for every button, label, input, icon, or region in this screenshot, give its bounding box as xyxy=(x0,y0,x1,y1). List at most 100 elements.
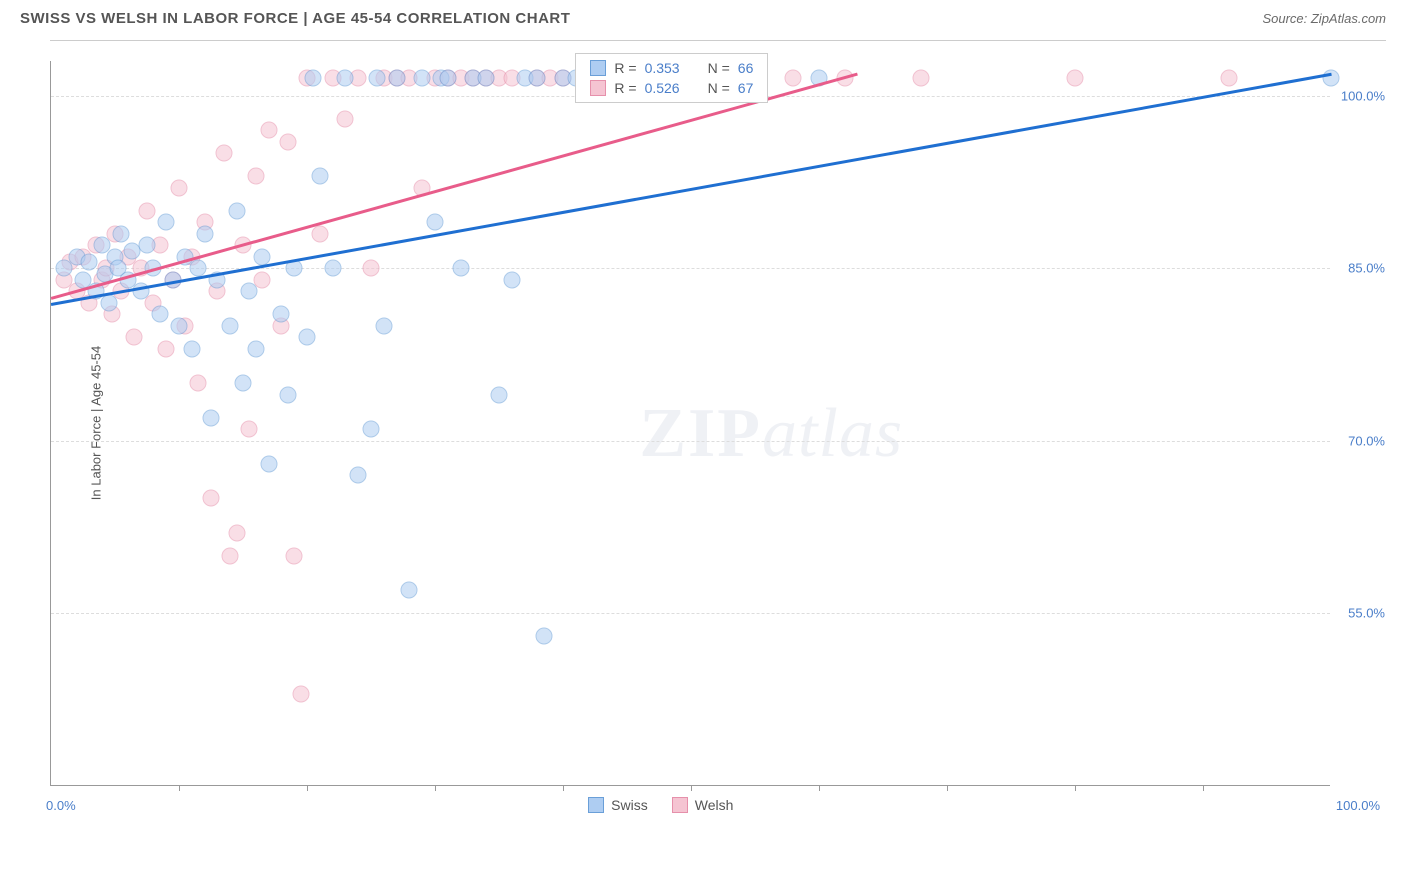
scatter-point-swiss xyxy=(222,317,239,334)
x-tick xyxy=(819,785,820,791)
scatter-point-swiss xyxy=(254,248,271,265)
scatter-point-welsh xyxy=(158,340,175,357)
x-tick xyxy=(1075,785,1076,791)
scatter-point-welsh xyxy=(228,524,245,541)
scatter-point-swiss xyxy=(324,260,341,277)
scatter-point-welsh xyxy=(1067,70,1084,87)
n-label: N = xyxy=(708,60,730,76)
scatter-point-swiss xyxy=(350,467,367,484)
scatter-point-swiss xyxy=(478,70,495,87)
scatter-point-swiss xyxy=(100,294,117,311)
x-tick-label: 0.0% xyxy=(46,798,76,813)
legend-label: Swiss xyxy=(611,797,648,813)
scatter-point-swiss xyxy=(279,386,296,403)
legend-swatch xyxy=(588,797,604,813)
scatter-point-swiss xyxy=(1323,70,1340,87)
scatter-point-swiss xyxy=(260,455,277,472)
x-tick xyxy=(307,785,308,791)
scatter-point-swiss xyxy=(151,306,168,323)
scatter-point-swiss xyxy=(491,386,508,403)
scatter-point-welsh xyxy=(222,547,239,564)
scatter-point-swiss xyxy=(196,225,213,242)
scatter-point-welsh xyxy=(247,168,264,185)
legend-row-welsh: R = 0.526N = 67 xyxy=(576,78,767,98)
scatter-point-swiss xyxy=(273,306,290,323)
n-value: 67 xyxy=(738,80,754,96)
x-tick xyxy=(563,785,564,791)
scatter-point-swiss xyxy=(305,70,322,87)
scatter-point-swiss xyxy=(247,340,264,357)
legend-item-swiss: Swiss xyxy=(588,797,648,813)
correlation-legend: R = 0.353 N = 66R = 0.526 N = 67 xyxy=(575,53,768,103)
y-tick-label: 85.0% xyxy=(1348,261,1385,276)
n-label: N = xyxy=(708,80,730,96)
scatter-point-swiss xyxy=(113,225,130,242)
scatter-point-swiss xyxy=(228,202,245,219)
scatter-point-swiss xyxy=(414,70,431,87)
scatter-point-swiss xyxy=(190,260,207,277)
series-legend: Swiss Welsh xyxy=(588,797,733,813)
scatter-point-welsh xyxy=(190,375,207,392)
r-value: 0.353 xyxy=(645,60,680,76)
legend-row-swiss: R = 0.353 N = 66 xyxy=(576,58,767,78)
scatter-point-swiss xyxy=(535,628,552,645)
x-tick xyxy=(947,785,948,791)
scatter-point-welsh xyxy=(913,70,930,87)
legend-item-welsh: Welsh xyxy=(672,797,734,813)
scatter-point-welsh xyxy=(126,329,143,346)
scatter-point-welsh xyxy=(337,110,354,127)
scatter-point-welsh xyxy=(1220,70,1237,87)
scatter-point-swiss xyxy=(363,421,380,438)
gridline xyxy=(51,441,1330,442)
x-tick xyxy=(179,785,180,791)
y-tick-label: 100.0% xyxy=(1341,88,1385,103)
scatter-point-swiss xyxy=(139,237,156,254)
scatter-point-swiss xyxy=(369,70,386,87)
y-axis-label: In Labor Force | Age 45-54 xyxy=(89,346,104,500)
scatter-point-swiss xyxy=(158,214,175,231)
scatter-point-swiss xyxy=(241,283,258,300)
scatter-point-swiss xyxy=(439,70,456,87)
scatter-point-welsh xyxy=(203,490,220,507)
x-tick xyxy=(435,785,436,791)
scatter-point-welsh xyxy=(171,179,188,196)
scatter-point-swiss xyxy=(401,582,418,599)
scatter-point-swiss xyxy=(235,375,252,392)
legend-label: Welsh xyxy=(695,797,734,813)
legend-swatch xyxy=(590,80,606,96)
trendline-swiss xyxy=(51,73,1331,306)
scatter-point-welsh xyxy=(139,202,156,219)
scatter-point-swiss xyxy=(529,70,546,87)
chart-container: In Labor Force | Age 45-54 ZIPatlas 55.0… xyxy=(50,40,1386,830)
scatter-point-welsh xyxy=(311,225,328,242)
scatter-point-welsh xyxy=(241,421,258,438)
scatter-point-welsh xyxy=(215,145,232,162)
scatter-point-swiss xyxy=(311,168,328,185)
chart-title: SWISS VS WELSH IN LABOR FORCE | AGE 45-5… xyxy=(20,10,570,27)
x-tick-label: 100.0% xyxy=(1336,798,1380,813)
x-tick xyxy=(1203,785,1204,791)
scatter-point-swiss xyxy=(427,214,444,231)
scatter-point-swiss xyxy=(337,70,354,87)
y-tick-label: 70.0% xyxy=(1348,433,1385,448)
scatter-point-swiss xyxy=(299,329,316,346)
gridline xyxy=(51,613,1330,614)
n-value: 66 xyxy=(738,60,754,76)
legend-swatch xyxy=(672,797,688,813)
watermark: ZIPatlas xyxy=(639,394,903,474)
scatter-point-swiss xyxy=(171,317,188,334)
scatter-point-swiss xyxy=(81,254,98,271)
legend-swatch xyxy=(590,60,606,76)
r-value: 0.526 xyxy=(645,80,680,96)
x-tick xyxy=(691,785,692,791)
scatter-point-welsh xyxy=(785,70,802,87)
y-tick-label: 55.0% xyxy=(1348,606,1385,621)
scatter-point-welsh xyxy=(286,547,303,564)
r-label: R = xyxy=(614,60,636,76)
scatter-point-swiss xyxy=(183,340,200,357)
scatter-point-swiss xyxy=(203,409,220,426)
scatter-point-welsh xyxy=(363,260,380,277)
plot-area: In Labor Force | Age 45-54 ZIPatlas 55.0… xyxy=(50,61,1330,786)
scatter-point-welsh xyxy=(279,133,296,150)
scatter-point-swiss xyxy=(375,317,392,334)
